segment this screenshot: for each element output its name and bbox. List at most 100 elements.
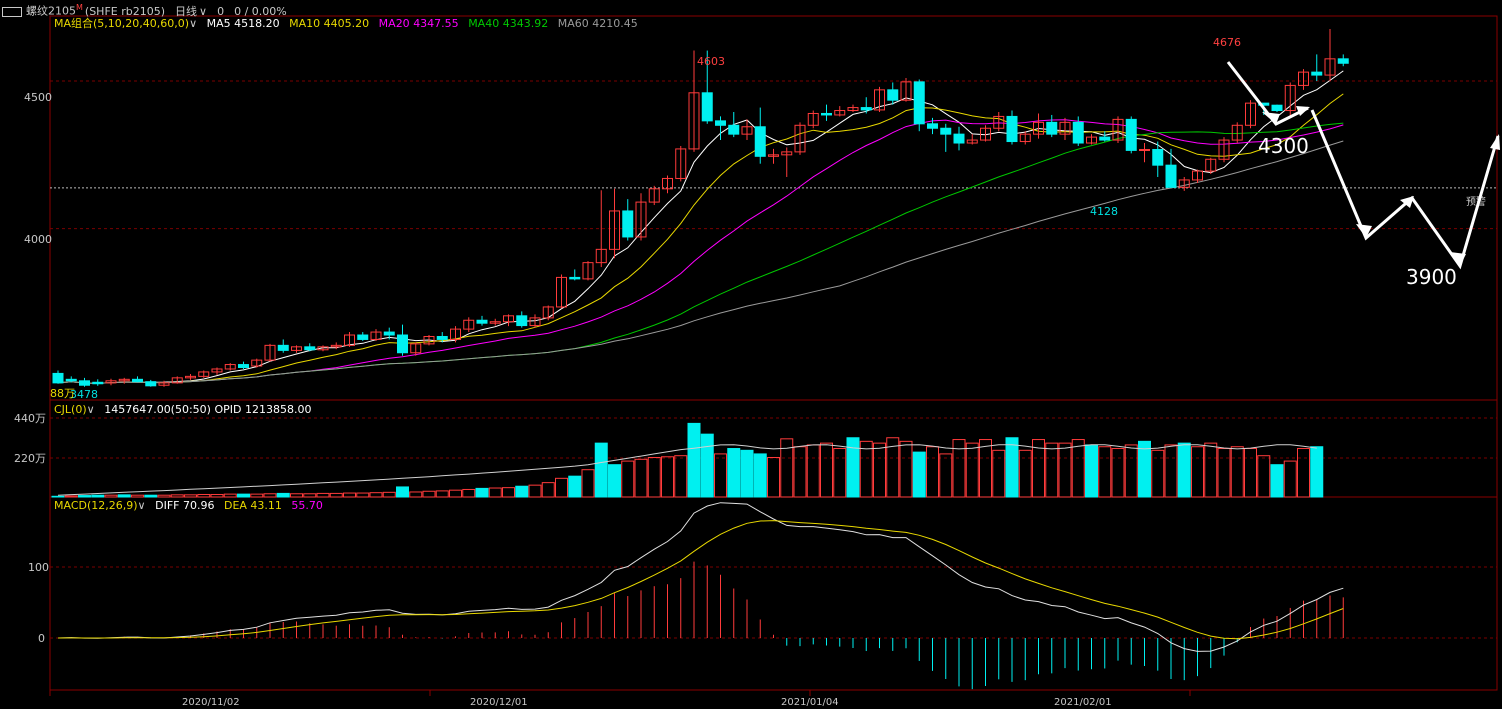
plot-frame: [49, 15, 1498, 691]
volume-bar: [1230, 446, 1244, 498]
volume-bar: [621, 460, 635, 498]
candle-body: [874, 89, 885, 111]
ma20-line: [57, 119, 1344, 384]
candle-body: [529, 317, 541, 327]
volume-bar: [581, 469, 595, 498]
volume-bar: [1151, 449, 1165, 498]
period-selector[interactable]: 日线: [175, 4, 198, 18]
candle-body: [291, 346, 302, 351]
candle-body: [1311, 71, 1323, 76]
symbol-name: 螺纹2105: [26, 4, 76, 18]
volume-bar: [51, 495, 65, 498]
volume-bar: [329, 492, 343, 498]
candle-body: [1324, 58, 1336, 76]
candle-body: [145, 381, 157, 387]
volume-bar: [1085, 444, 1098, 498]
volume-bar: [661, 456, 674, 498]
volume-bar: [157, 494, 171, 498]
chevron-down-icon[interactable]: ∨: [137, 499, 146, 512]
macd-value: 55.70: [291, 499, 323, 512]
volume-bar: [568, 475, 582, 498]
diff-value: DIFF 70.96: [155, 499, 215, 512]
ma-indicator-label[interactable]: MA组合(5,10,20,40,60,0): [54, 17, 190, 30]
volume-bars: [51, 422, 1324, 498]
candle-body: [1218, 139, 1230, 160]
candle-body: [1165, 164, 1177, 188]
volume-bar: [1164, 444, 1178, 498]
volume-bar: [1058, 442, 1072, 498]
high-label-4676: 4676: [1213, 36, 1241, 49]
volume-bar: [210, 493, 224, 498]
x-date-3: 2021/01/04: [781, 697, 839, 708]
chart-grid: [49, 15, 1498, 696]
volume-bar: [462, 488, 476, 498]
volume-bar: [1098, 446, 1112, 498]
volume-bar: [64, 495, 78, 498]
candle-body: [1086, 136, 1097, 144]
volume-bar: [1244, 448, 1257, 498]
ma40-value: MA40 4343.92: [468, 17, 549, 30]
candle-body: [105, 380, 117, 384]
candle-body: [715, 120, 726, 126]
volume-bar: [820, 442, 833, 498]
ma60-line: [57, 140, 1344, 384]
volume-bar: [753, 453, 767, 498]
volume-bar: [409, 491, 423, 498]
candle-body: [79, 380, 90, 386]
ma20-value: MA20 4347.55: [378, 17, 459, 30]
volume-bar: [1005, 437, 1019, 498]
forecast-arrows: [1226, 61, 1500, 270]
macd-tick-100: 100: [28, 561, 49, 574]
annotation-4300: 4300: [1258, 134, 1309, 158]
chevron-down-icon[interactable]: ∨: [199, 4, 208, 18]
chevron-down-icon[interactable]: ∨: [86, 403, 95, 416]
volume-bar: [687, 422, 701, 498]
candle-body: [1178, 179, 1190, 188]
chevron-down-icon[interactable]: ∨: [189, 17, 198, 30]
candle-body: [741, 126, 753, 135]
volume-bar: [369, 492, 383, 498]
macd-legend: MACD(12,26,9)∨ DIFF 70.96 DEA 43.11 55.7…: [54, 499, 323, 513]
candle-body: [754, 126, 766, 157]
volume-bar: [422, 490, 436, 498]
volume-bar: [104, 494, 118, 498]
volume-bar: [594, 442, 608, 498]
candle-body: [503, 315, 514, 323]
volume-bar: [303, 493, 317, 498]
volume-bar: [608, 464, 621, 498]
volume-bar: [290, 493, 303, 498]
title-bar: 螺纹2105M (SHFE rb2105) 日线 ∨ 0 0 / 0.00%: [0, 0, 297, 18]
candle-body: [675, 148, 687, 179]
ma60-value: MA60 4210.45: [557, 17, 638, 30]
ma10-line: [57, 93, 1344, 384]
volume-bar: [382, 491, 396, 498]
candle-body: [927, 123, 938, 129]
volume-bar: [793, 446, 807, 498]
arrowhead-2: [1296, 106, 1310, 116]
window-icon: [2, 6, 22, 17]
candle-body: [913, 81, 925, 125]
candle-body: [92, 381, 104, 385]
volume-bar: [555, 477, 568, 498]
volume-bar: [475, 487, 489, 498]
candle-body: [1258, 102, 1270, 106]
cjl-indicator-label[interactable]: CJL(0): [54, 403, 87, 416]
candle-body: [1019, 133, 1031, 143]
candle-body: [317, 346, 329, 351]
candle-body: [450, 328, 461, 340]
volume-bar: [714, 453, 727, 498]
low-label-3478: 3478: [70, 388, 98, 401]
macd-indicator-label[interactable]: MACD(12,26,9): [54, 499, 138, 512]
candle-body: [436, 335, 448, 340]
arrowhead-1: [1262, 112, 1280, 124]
volume-bar: [952, 439, 966, 498]
vol-unit-label: 88万: [50, 387, 75, 400]
candle-body: [277, 344, 289, 351]
candle-body: [238, 364, 249, 369]
vol-tick-220: 220万: [14, 452, 46, 465]
volume-bar: [979, 439, 992, 498]
volume-bar: [316, 492, 330, 498]
candle-body: [794, 124, 806, 153]
candle-body: [171, 377, 183, 384]
